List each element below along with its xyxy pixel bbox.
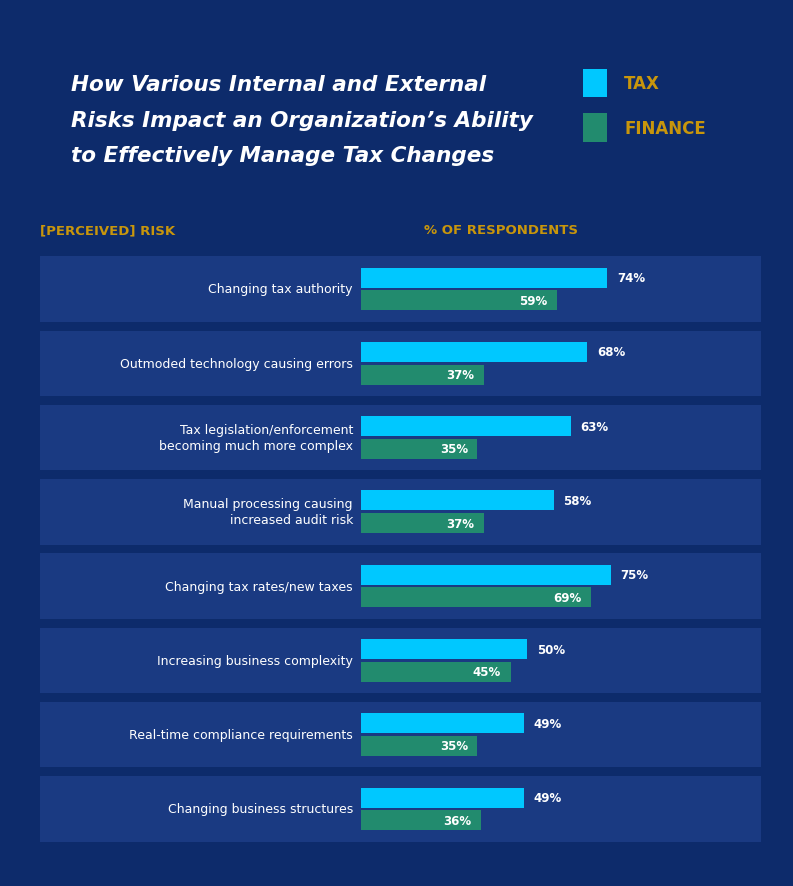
Text: % OF RESPONDENTS: % OF RESPONDENTS	[423, 224, 577, 237]
FancyBboxPatch shape	[361, 565, 611, 585]
FancyBboxPatch shape	[40, 331, 761, 397]
Text: 58%: 58%	[564, 494, 592, 508]
FancyBboxPatch shape	[361, 662, 511, 682]
Text: [PERCEIVED] RISK: [PERCEIVED] RISK	[40, 224, 174, 237]
FancyBboxPatch shape	[361, 491, 554, 511]
FancyBboxPatch shape	[40, 776, 761, 842]
FancyBboxPatch shape	[361, 736, 477, 756]
Text: 49%: 49%	[534, 791, 561, 804]
FancyBboxPatch shape	[583, 70, 607, 98]
Text: How Various Internal and External: How Various Internal and External	[71, 75, 486, 96]
FancyBboxPatch shape	[40, 257, 761, 323]
FancyBboxPatch shape	[361, 713, 524, 734]
Text: 35%: 35%	[440, 740, 468, 752]
Text: 37%: 37%	[446, 517, 474, 530]
FancyBboxPatch shape	[40, 628, 761, 693]
FancyBboxPatch shape	[361, 640, 527, 659]
Text: Tax legislation/enforcement
becoming much more complex: Tax legislation/enforcement becoming muc…	[159, 424, 353, 453]
Text: 45%: 45%	[473, 665, 501, 679]
Text: 59%: 59%	[519, 294, 548, 307]
FancyBboxPatch shape	[361, 365, 484, 385]
Text: 69%: 69%	[553, 591, 581, 604]
Text: 49%: 49%	[534, 717, 561, 730]
Text: 68%: 68%	[597, 346, 625, 359]
FancyBboxPatch shape	[361, 788, 524, 808]
Text: 63%: 63%	[580, 420, 608, 433]
FancyBboxPatch shape	[361, 514, 484, 533]
Text: 36%: 36%	[443, 814, 471, 827]
FancyBboxPatch shape	[583, 114, 607, 143]
FancyBboxPatch shape	[40, 702, 761, 767]
Text: FINANCE: FINANCE	[624, 120, 706, 137]
Text: Manual processing causing
increased audit risk: Manual processing causing increased audi…	[183, 498, 353, 526]
Text: Real-time compliance requirements: Real-time compliance requirements	[129, 728, 353, 742]
Text: 50%: 50%	[537, 643, 565, 656]
FancyBboxPatch shape	[361, 343, 588, 362]
FancyBboxPatch shape	[361, 439, 477, 459]
FancyBboxPatch shape	[40, 479, 761, 545]
FancyBboxPatch shape	[40, 554, 761, 619]
Text: to Effectively Manage Tax Changes: to Effectively Manage Tax Changes	[71, 146, 495, 167]
Text: 75%: 75%	[620, 569, 648, 581]
Text: Increasing business complexity: Increasing business complexity	[157, 654, 353, 667]
FancyBboxPatch shape	[361, 416, 571, 437]
Text: Changing tax authority: Changing tax authority	[209, 284, 353, 296]
FancyBboxPatch shape	[361, 291, 557, 311]
FancyBboxPatch shape	[40, 406, 761, 470]
Text: 74%: 74%	[617, 272, 645, 284]
Text: Changing tax rates/new taxes: Changing tax rates/new taxes	[165, 580, 353, 593]
FancyBboxPatch shape	[361, 268, 607, 288]
Text: Risks Impact an Organization’s Ability: Risks Impact an Organization’s Ability	[71, 111, 533, 131]
Text: Changing business structures: Changing business structures	[167, 803, 353, 815]
Text: TAX: TAX	[624, 75, 660, 93]
Text: Outmoded technology causing errors: Outmoded technology causing errors	[120, 357, 353, 370]
FancyBboxPatch shape	[361, 587, 591, 608]
FancyBboxPatch shape	[361, 811, 481, 830]
Text: 37%: 37%	[446, 369, 474, 382]
Text: 35%: 35%	[440, 443, 468, 455]
